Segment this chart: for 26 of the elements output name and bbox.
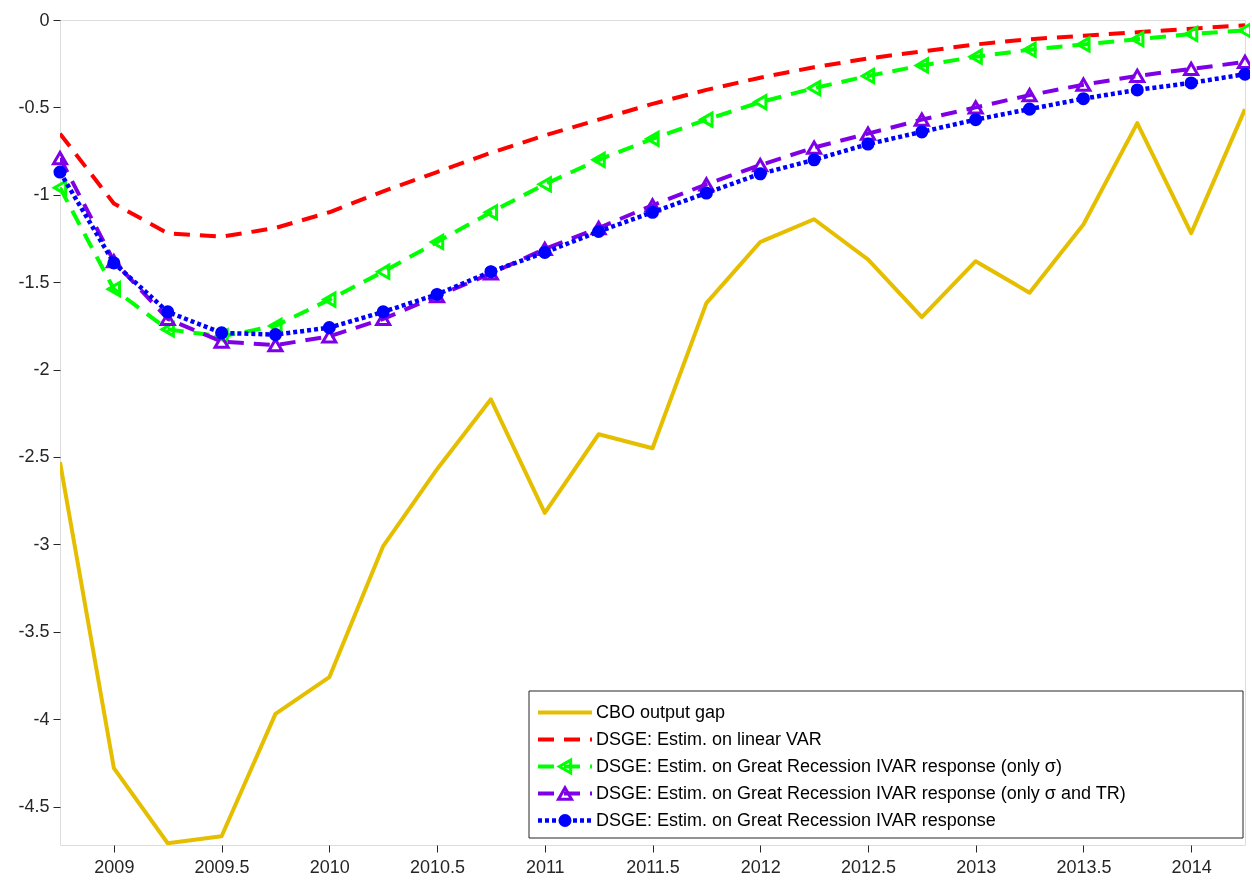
y-tick-label: -3.5: [18, 621, 50, 642]
y-tick-label: -0.5: [18, 96, 50, 117]
x-tick-label: 2013.5: [1056, 856, 1112, 877]
x-tick-label: 2009.5: [194, 856, 250, 877]
y-tick-label: -3: [33, 533, 50, 554]
y-tick-label: -2: [33, 359, 50, 380]
y-tick-label: -2.5: [18, 446, 50, 467]
y-tick-label: -1: [33, 184, 50, 205]
x-tick-label: 2012.5: [840, 856, 896, 877]
legend-label: DSGE: Estim. on Great Recession IVAR response (only σ): [596, 755, 1062, 776]
x-tick-label: 2011.5: [626, 856, 680, 877]
x-tick-label: 2010: [309, 856, 350, 877]
x-tick-label: 2010.5: [410, 856, 466, 877]
y-tick-label: 0: [39, 9, 50, 30]
legend-label: DSGE: Estim. on Great Recession IVAR response (only σ and TR): [596, 782, 1126, 803]
y-tick-label: -4: [33, 708, 50, 729]
x-tick-label: 2014: [1171, 856, 1212, 877]
legend-label: DSGE: Estim. on Great Recession IVAR response: [596, 809, 996, 830]
y-tick-label: -1.5: [18, 271, 50, 292]
legend-label: DSGE: Estim. on linear VAR: [596, 728, 822, 749]
x-tick-label: 2012: [740, 856, 781, 877]
x-tick-label: 2011: [525, 856, 565, 877]
x-tick-label: 2013: [956, 856, 997, 877]
x-tick-label: 2009: [94, 856, 135, 877]
y-tick-label: -4.5: [18, 796, 50, 817]
legend-label: CBO output gap: [596, 701, 726, 722]
